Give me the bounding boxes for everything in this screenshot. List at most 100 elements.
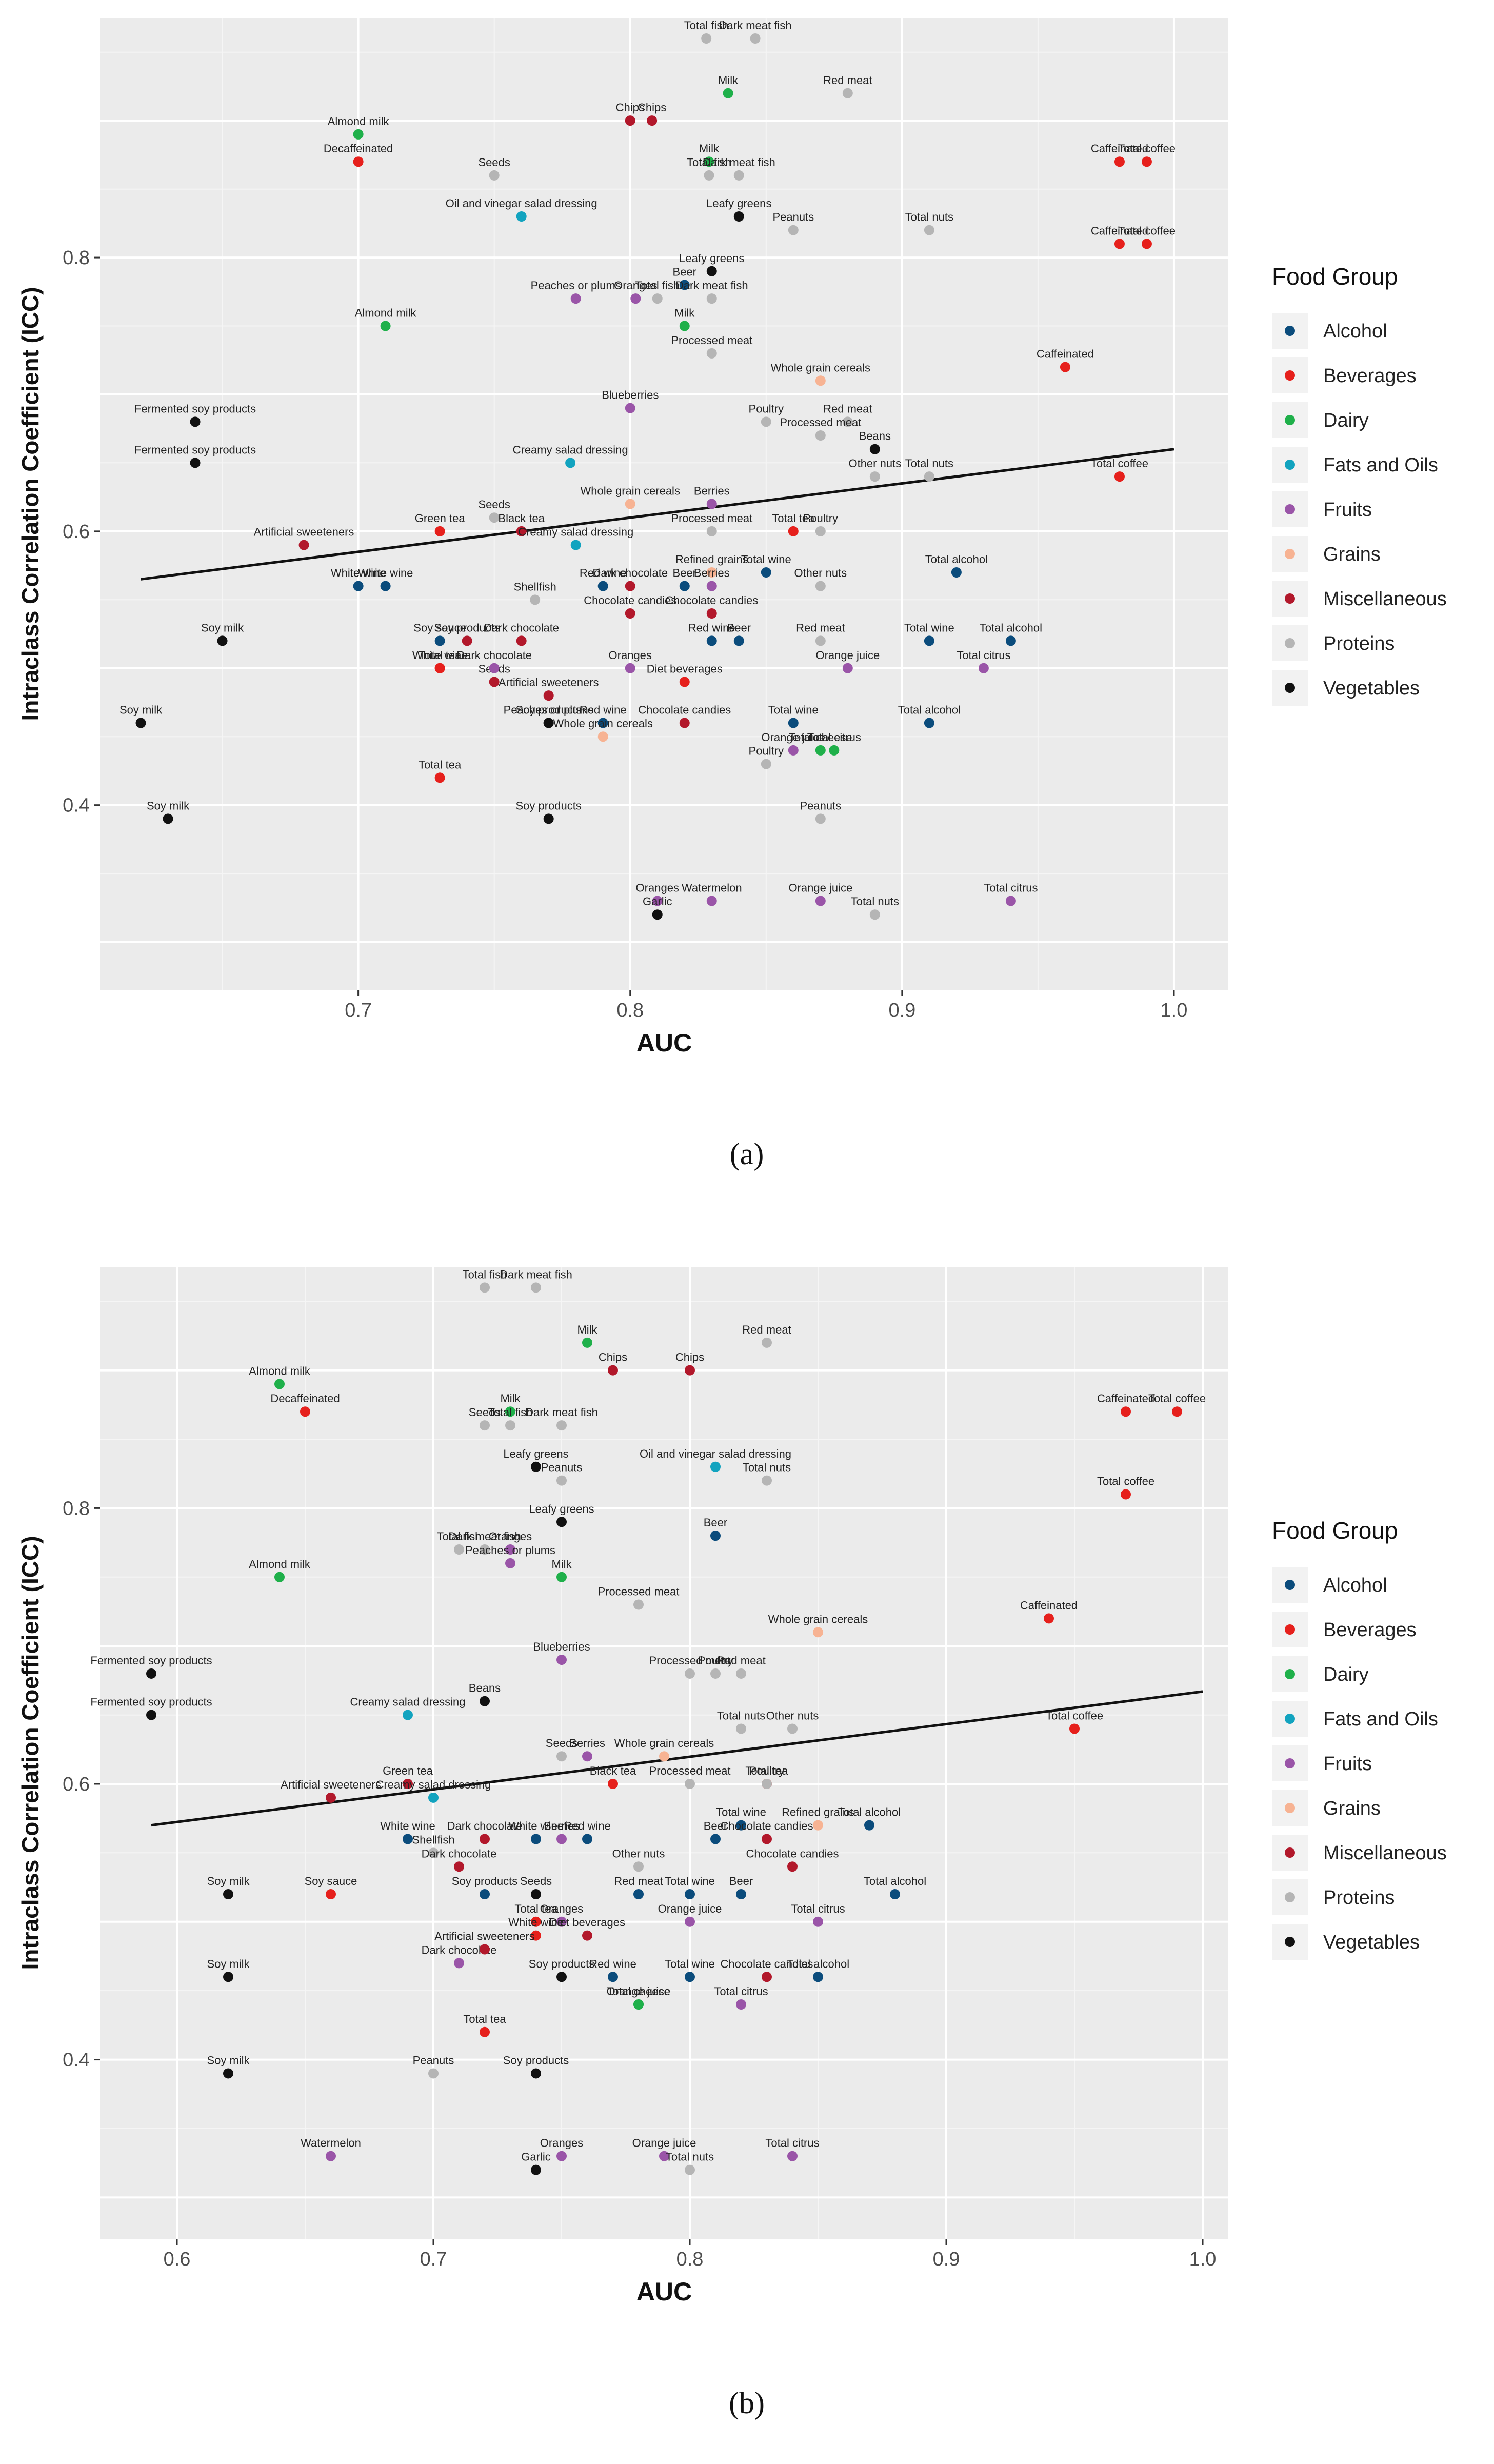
data-point [516, 635, 527, 646]
data-point [706, 608, 717, 619]
data-point [480, 1944, 490, 1955]
data-point [582, 1337, 592, 1348]
point-label: Processed meat [649, 1764, 731, 1777]
point-label: Total coffee [1046, 1709, 1103, 1722]
data-point [380, 321, 391, 331]
data-point [706, 526, 717, 536]
point-label: Oil and vinegar salad dressing [446, 197, 597, 210]
point-label: Soy milk [147, 799, 190, 812]
data-point [813, 1627, 823, 1638]
legend-swatch [1285, 549, 1295, 559]
point-label: Chips [599, 1351, 627, 1364]
data-point [842, 663, 853, 673]
point-label: Total nuts [743, 1461, 791, 1474]
point-label: Red wine [688, 621, 735, 634]
point-label: Soy products [515, 799, 581, 812]
point-label: Total alcohol [864, 1875, 926, 1887]
data-point [582, 1930, 592, 1941]
legend-label: Dairy [1323, 410, 1369, 431]
data-point [1141, 239, 1152, 249]
point-label: Oranges [540, 1902, 583, 1915]
point-label: Red meat [742, 1323, 791, 1336]
point-label: Seeds [478, 498, 510, 511]
data-point [704, 156, 714, 167]
data-point [815, 813, 826, 824]
point-label: Chocolate candies [665, 594, 758, 607]
x-tick-label: 0.8 [676, 2249, 704, 2270]
data-point [633, 1889, 644, 1900]
point-label: Creamy salad dressing [513, 443, 628, 456]
data-point [462, 635, 472, 646]
point-label: Total tea [419, 649, 462, 662]
point-label: Processed meat [671, 512, 752, 525]
legend-swatch [1285, 415, 1295, 425]
data-point [480, 1696, 490, 1706]
point-label: Total coffee [1097, 1475, 1154, 1488]
point-label: Processed meat [780, 416, 861, 429]
data-point [924, 635, 934, 646]
legend-label: Grains [1323, 1798, 1381, 1819]
data-point [531, 1889, 541, 1900]
point-label: Red wine [589, 1957, 636, 1970]
data-point [556, 1834, 567, 1844]
point-label: Watermelon [682, 882, 742, 895]
y-tick-label: 0.8 [63, 1498, 90, 1519]
point-label: Beer [704, 1516, 727, 1529]
point-label: Chocolate candies [638, 704, 731, 717]
data-point [505, 1544, 515, 1555]
data-point [531, 1834, 541, 1844]
data-point [736, 1889, 746, 1900]
point-label: Soy products [434, 621, 500, 634]
data-point [1060, 362, 1070, 372]
y-tick-label: 0.4 [63, 795, 90, 817]
point-label: Red meat [823, 402, 872, 415]
point-label: Beer [673, 265, 696, 278]
data-point [762, 1972, 772, 1982]
point-label: Soy products [452, 1875, 517, 1887]
data-point [788, 225, 799, 235]
data-point [815, 896, 826, 906]
data-point [217, 635, 228, 646]
point-label: Caffeinated [1091, 142, 1148, 155]
data-point [710, 1461, 721, 1472]
legend-swatch [1285, 638, 1295, 648]
data-point [736, 1820, 746, 1831]
point-label: Poultry [749, 1764, 784, 1777]
data-point [924, 718, 934, 728]
point-label: Artificial sweeteners [281, 1778, 381, 1791]
point-label: Total coffee [1118, 224, 1176, 237]
legend-label: Fruits [1323, 1753, 1372, 1775]
legend-label: Proteins [1323, 633, 1395, 654]
data-point [652, 293, 663, 304]
point-label: Total citrus [791, 1902, 845, 1915]
data-point [489, 512, 500, 523]
data-point [608, 1972, 618, 1982]
point-label: White wine [412, 649, 468, 662]
point-label: Almond milk [328, 115, 390, 128]
point-label: Beans [859, 430, 891, 443]
data-point [505, 1420, 515, 1431]
data-point [625, 115, 635, 126]
point-label: Dark meat fish [675, 279, 748, 292]
point-label: Artificial sweeteners [254, 526, 354, 539]
point-label: Refined grains [782, 1806, 854, 1819]
data-point [685, 1365, 695, 1376]
data-point [685, 1889, 695, 1900]
point-label: Total citrus [984, 882, 1038, 895]
y-tick-label: 0.6 [63, 521, 90, 543]
data-point [489, 663, 500, 673]
point-label: Total wine [768, 704, 819, 717]
data-point [762, 1475, 772, 1486]
x-axis-title: AUC [636, 1028, 692, 1057]
point-label: Red wine [580, 704, 627, 717]
data-point [163, 813, 173, 824]
data-point [480, 1420, 490, 1431]
data-point [787, 2151, 798, 2161]
data-point [300, 1406, 310, 1417]
legend-swatch [1285, 683, 1295, 693]
point-label: Dark meat fish [703, 156, 775, 169]
legend-swatch [1285, 1580, 1295, 1590]
x-tick-label: 0.8 [616, 1000, 644, 1021]
data-point [659, 2151, 669, 2161]
data-point [556, 1475, 567, 1486]
